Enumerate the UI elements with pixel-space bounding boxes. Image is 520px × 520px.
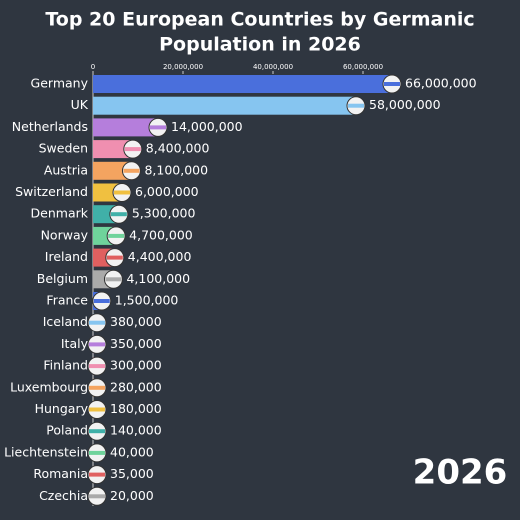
flag-stripe	[348, 103, 364, 108]
value-label: 8,400,000	[146, 141, 210, 156]
value-label: 5,300,000	[132, 206, 196, 221]
value-label: 4,400,000	[128, 249, 192, 264]
category-label: Iceland	[43, 314, 88, 329]
value-label: 8,100,000	[144, 162, 208, 177]
category-label: Austria	[44, 162, 88, 177]
category-label: Netherlands	[12, 119, 88, 134]
chart-subtitle: Population in 2026	[159, 34, 361, 56]
value-label: 140,000	[110, 423, 162, 438]
flag-stripe	[89, 494, 105, 499]
x-tick-label: 60,000,000	[343, 63, 383, 71]
category-label: Czechia	[39, 488, 88, 503]
bar	[93, 140, 131, 159]
category-label: Finland	[43, 358, 88, 373]
bar	[93, 96, 354, 115]
category-label: Luxembourg	[10, 379, 88, 394]
flag-stripe	[89, 450, 105, 455]
chart-title: Top 20 European Countries by Germanic	[45, 9, 474, 31]
flag-stripe	[123, 168, 140, 173]
flag-stripe	[89, 472, 105, 477]
category-label: Norway	[41, 227, 89, 242]
value-label: 1,500,000	[115, 293, 179, 308]
category-label: Italy	[61, 336, 89, 351]
value-label: 14,000,000	[171, 119, 243, 134]
flag-stripe	[150, 125, 166, 130]
value-label: 6,000,000	[135, 184, 199, 199]
value-label: 4,700,000	[129, 227, 193, 242]
category-label: Germany	[31, 76, 89, 91]
value-label: 300,000	[110, 358, 162, 373]
flag-stripe	[89, 407, 105, 412]
flag-stripe	[89, 429, 105, 434]
value-label: 350,000	[110, 336, 162, 351]
x-tick-label: 40,000,000	[253, 63, 293, 71]
flag-stripe	[89, 320, 105, 325]
year-annotation: 2026	[413, 453, 508, 493]
flag-stripe	[89, 385, 105, 390]
category-label: Belgium	[37, 271, 88, 286]
flag-stripe	[106, 255, 123, 260]
category-label: Switzerland	[15, 184, 88, 199]
value-label: 180,000	[110, 401, 162, 416]
category-label: Ireland	[45, 249, 88, 264]
category-label: Sweden	[39, 141, 88, 156]
bar	[93, 183, 120, 202]
category-label: France	[46, 293, 88, 308]
x-tick-label: 20,000,000	[163, 63, 203, 71]
category-label: Denmark	[31, 206, 89, 221]
bar	[93, 118, 156, 137]
flag-stripe	[110, 212, 127, 217]
flag-stripe	[93, 299, 110, 303]
flag-stripe	[108, 233, 125, 238]
x-tick-label: 0	[91, 63, 95, 71]
category-label: Liechtenstein	[4, 444, 88, 459]
value-label: 35,000	[110, 466, 154, 481]
category-label: Poland	[46, 423, 88, 438]
value-label: 66,000,000	[405, 76, 477, 91]
bar	[93, 75, 390, 93]
flag-stripe	[89, 342, 105, 347]
flag-stripe	[384, 82, 400, 86]
category-label: UK	[71, 97, 89, 112]
category-label: Romania	[33, 466, 88, 481]
value-label: 58,000,000	[369, 97, 441, 112]
value-label: 280,000	[110, 379, 162, 394]
flag-stripe	[89, 364, 105, 369]
bar	[93, 161, 130, 180]
flag-stripe	[124, 147, 141, 152]
flag-stripe	[105, 277, 122, 282]
value-label: 380,000	[110, 314, 162, 329]
flag-stripe	[114, 190, 130, 195]
category-label: Hungary	[35, 401, 89, 416]
value-label: 40,000	[110, 444, 154, 459]
value-label: 20,000	[110, 488, 154, 503]
value-label: 4,100,000	[126, 271, 190, 286]
